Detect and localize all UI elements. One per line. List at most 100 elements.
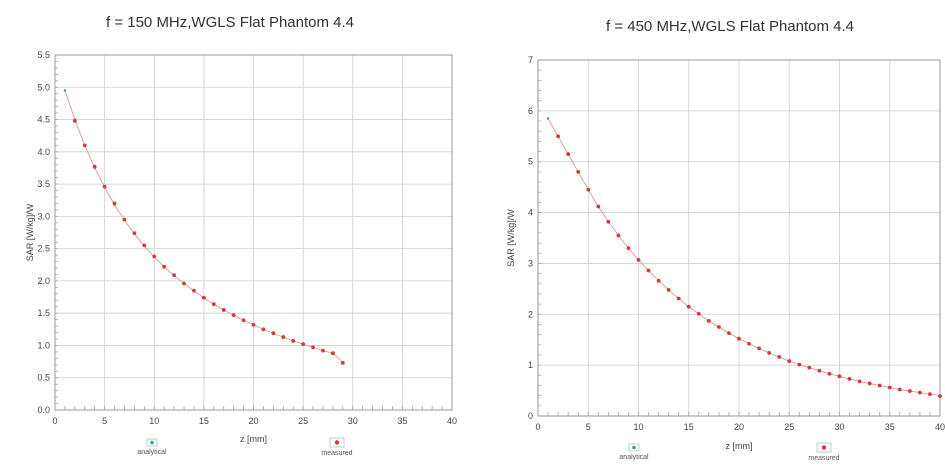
legend-label-measured: measured xyxy=(321,450,352,457)
measured-point xyxy=(586,187,591,192)
x-tick-label: 15 xyxy=(684,422,694,432)
x-tick-label: 40 xyxy=(935,422,945,432)
y-axis-label: SAR [W/kg]/W xyxy=(25,203,35,261)
measured-point xyxy=(747,341,751,346)
measured-point xyxy=(817,368,822,373)
legend: analytical measured xyxy=(619,442,840,462)
x-tick-label: 20 xyxy=(248,416,258,426)
measured-point xyxy=(646,268,651,273)
y-tick-label: 0.0 xyxy=(37,405,50,415)
y-tick-label: 1.0 xyxy=(37,340,50,350)
y-tick-label: 3.0 xyxy=(37,211,50,221)
x-tick-label: 0 xyxy=(535,422,540,432)
y-tick-label: 5.0 xyxy=(37,82,50,92)
legend-label-measured: measured xyxy=(808,455,839,462)
measured-point xyxy=(112,201,117,206)
x-tick-label: 30 xyxy=(834,422,844,432)
x-tick-label: 25 xyxy=(784,422,794,432)
measured-point xyxy=(847,376,852,381)
measured-point xyxy=(636,257,641,262)
x-tick-label: 10 xyxy=(149,416,159,426)
y-tick-label: 3 xyxy=(528,258,533,268)
measured-point xyxy=(887,385,892,390)
measured-point xyxy=(152,254,157,259)
measured-point xyxy=(102,184,107,189)
measured-point xyxy=(676,296,681,301)
y-tick-label: 5 xyxy=(528,157,533,167)
analytical-point xyxy=(63,89,67,92)
measured-point xyxy=(827,371,832,376)
x-tick-label: 0 xyxy=(52,416,57,426)
measured-point xyxy=(706,318,711,323)
x-tick-label: 5 xyxy=(586,422,591,432)
measured-point xyxy=(797,362,802,367)
y-tick-label: 0.5 xyxy=(37,373,50,383)
measured-point xyxy=(807,365,812,370)
measured-point xyxy=(211,302,216,307)
legend-label-analytical: analytical xyxy=(619,454,649,461)
measured-point xyxy=(122,217,127,222)
legend-marker-measured xyxy=(821,445,827,450)
x-axis-label: z [mm] xyxy=(726,441,753,451)
y-tick-label: 0 xyxy=(528,411,533,421)
legend-marker-analytical xyxy=(150,440,154,445)
measured-point xyxy=(92,164,97,169)
measured-point xyxy=(566,152,571,156)
measured-point xyxy=(727,331,731,336)
measured-point xyxy=(616,233,621,238)
measured-point xyxy=(281,335,286,339)
measured-point xyxy=(907,389,912,393)
measured-point xyxy=(666,287,671,292)
x-tick-label: 10 xyxy=(633,422,643,432)
chart-title: f = 450 MHz,WGLS Flat Phantom 4.4 xyxy=(606,18,854,35)
y-tick-label: 2 xyxy=(528,309,533,319)
chart-150mhz: f = 150 MHz,WGLS Flat Phantom 4.4 0 5 10 15 2… xyxy=(25,14,457,457)
measured-point xyxy=(837,374,842,379)
measured-point xyxy=(142,243,147,248)
measured-point xyxy=(897,387,902,392)
x-tick-label: 35 xyxy=(397,416,407,426)
x-tick-label: 20 xyxy=(734,422,744,432)
measured-point xyxy=(686,304,691,309)
measured-point xyxy=(172,273,177,277)
chart-450mhz: f = 450 MHz,WGLS Flat Phantom 4.40 5 10 15 2… xyxy=(506,18,945,462)
measured-point xyxy=(201,295,206,300)
measured-point xyxy=(938,394,942,399)
measured-point xyxy=(867,381,872,386)
measured-point xyxy=(162,264,167,269)
y-tick-label: 4.5 xyxy=(37,115,50,125)
x-tick-label: 25 xyxy=(298,416,308,426)
measured-point xyxy=(182,281,186,286)
y-tick-label: 6 xyxy=(528,106,533,116)
legend: analytical measured xyxy=(137,437,353,457)
measured-point xyxy=(556,134,560,139)
measured-point xyxy=(301,342,306,347)
measured-point xyxy=(696,311,701,316)
measured-point xyxy=(72,118,77,123)
measured-point xyxy=(877,383,882,388)
measured-point xyxy=(132,231,137,236)
chart-title: f = 150 MHz,WGLS Flat Phantom 4.4 xyxy=(106,14,354,31)
measured-point xyxy=(321,348,325,353)
measured-point xyxy=(241,318,246,323)
measured-point xyxy=(918,390,922,395)
x-tick-label: 5 xyxy=(102,416,107,426)
measured-point xyxy=(717,325,721,329)
x-tick-label: 35 xyxy=(885,422,895,432)
y-axis-label: SAR [W/kg]/W xyxy=(506,209,516,267)
legend-marker-analytical xyxy=(632,445,636,450)
y-tick-label: 1 xyxy=(528,360,533,370)
measured-point xyxy=(261,327,266,332)
y-tick-label: 4 xyxy=(528,208,533,218)
measured-point xyxy=(757,346,761,351)
measured-point xyxy=(231,313,236,318)
y-tick-label: 2.5 xyxy=(37,244,50,254)
analytical-series-line xyxy=(547,118,941,397)
x-tick-label: 40 xyxy=(447,416,457,426)
measured-point xyxy=(271,331,276,336)
y-tick-label: 2.0 xyxy=(37,276,50,286)
x-axis-label: z [mm] xyxy=(240,434,267,444)
legend-label-analytical: analytical xyxy=(137,449,167,456)
y-tick-label: 1.5 xyxy=(37,308,50,318)
